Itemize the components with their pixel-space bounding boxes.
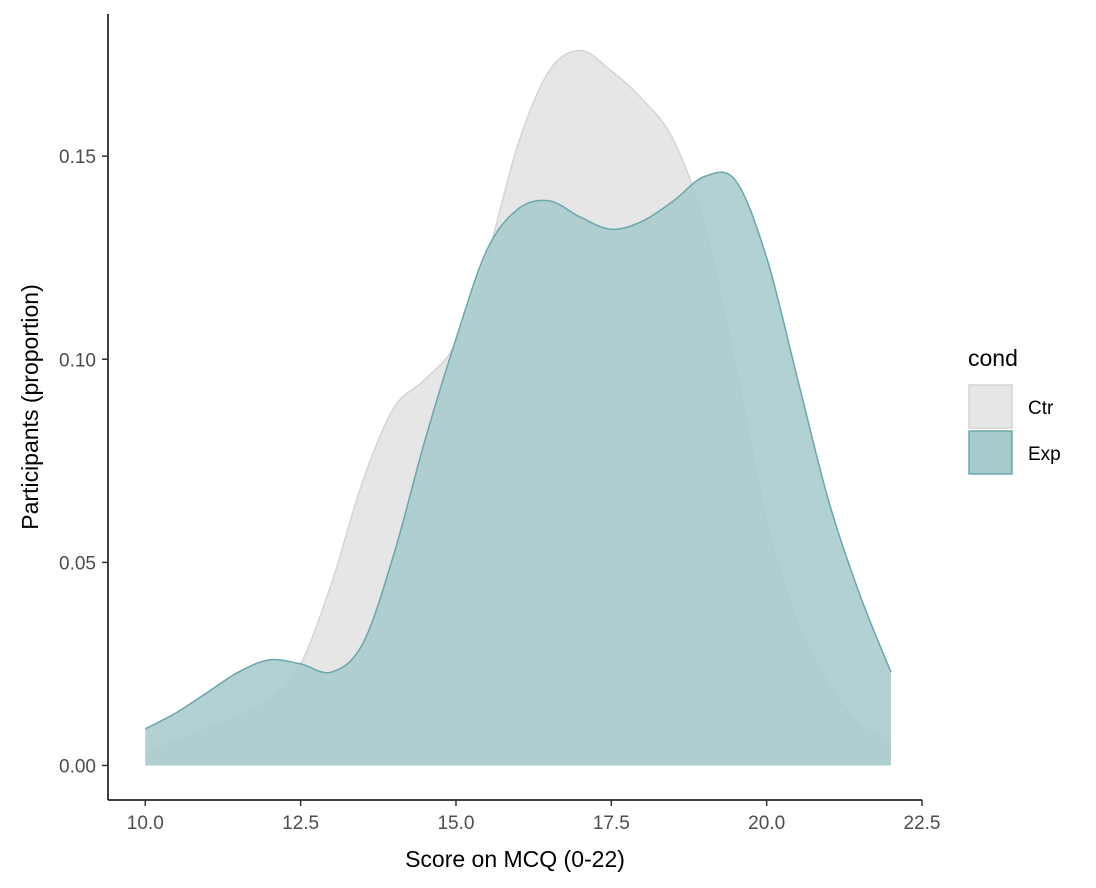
legend-key-exp (968, 430, 1013, 475)
x-tick-label: 15.0 (437, 813, 474, 834)
legend-label-ctr: Ctr (1028, 398, 1054, 419)
legend-key-ctr (968, 384, 1013, 429)
x-tick-label: 17.5 (593, 813, 630, 834)
y-tick-label: 0.00 (59, 756, 96, 777)
x-axis-ticks: 10.0 12.5 15.0 17.5 20.0 22.5 (127, 800, 941, 834)
x-axis-title: Score on MCQ (0-22) (405, 846, 625, 872)
y-tick-label: 0.15 (59, 147, 96, 168)
legend-title: cond (968, 345, 1018, 371)
x-tick-label: 10.0 (127, 813, 164, 834)
density-area-exp (145, 172, 891, 766)
x-tick-label: 20.0 (748, 813, 785, 834)
x-tick-label: 22.5 (904, 813, 941, 834)
y-tick-label: 0.05 (59, 553, 96, 574)
legend-label-exp: Exp (1028, 444, 1061, 465)
density-line-exp (144, 171, 892, 730)
y-tick-label: 0.10 (59, 350, 96, 371)
y-axis-title: Participants (proportion) (17, 284, 43, 529)
axes: 10.0 12.5 15.0 17.5 20.0 22.5 0.00 0.05 0.10 0.1… (59, 14, 940, 834)
x-tick-label: 12.5 (282, 813, 319, 834)
y-axis-ticks: 0.00 0.05 0.10 0.15 (59, 147, 108, 777)
legend: cond Ctr Exp (968, 345, 1061, 475)
plot-area (144, 49, 892, 766)
